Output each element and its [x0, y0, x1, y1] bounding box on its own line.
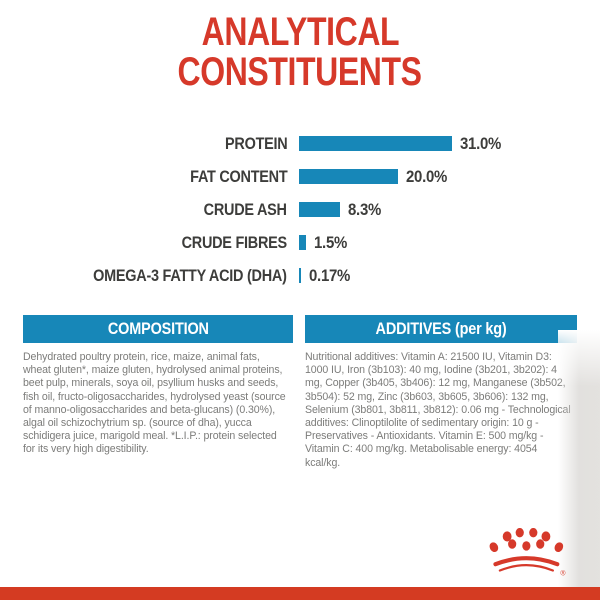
bar-value-label: 31.0% — [460, 133, 502, 153]
page-title-line1: ANALYTICAL — [201, 10, 399, 54]
crown-dot — [508, 539, 517, 549]
bar-category-label: FAT CONTENT — [189, 166, 288, 186]
bar-fill — [299, 169, 398, 184]
additives-header-label: ADDITIVES (per kg) — [375, 319, 507, 338]
bar-category-label: CRUDE FIBRES — [181, 232, 288, 252]
bar-category-label: CRUDE ASH — [203, 199, 287, 219]
bar-value-label: 1.5% — [314, 232, 348, 252]
chart-row: CRUDE ASH 8.3% — [57, 193, 557, 226]
bar-fill — [299, 202, 340, 217]
royal-canin-crown-logo: ® — [489, 528, 566, 578]
crown-dot — [541, 531, 551, 542]
page-title: ANALYTICAL CONSTITUENTS — [0, 12, 600, 92]
chart-row: CRUDE FIBRES 1.5% — [57, 226, 557, 259]
crown-dot — [536, 539, 545, 549]
composition-section-header: COMPOSITION — [23, 315, 293, 343]
bar-category-label: OMEGA-3 FATTY ACID (DHA) — [93, 265, 287, 285]
crown-dot — [554, 542, 564, 553]
composition-header-label: COMPOSITION — [107, 319, 209, 338]
bottom-red-band — [0, 587, 600, 600]
crown-dot — [515, 528, 524, 538]
bar-fill — [299, 136, 452, 151]
additives-body-text: Nutritional additives: Vitamin A: 21500 … — [305, 351, 571, 469]
registered-trademark-symbol: ® — [560, 570, 565, 578]
crown-dot — [502, 531, 512, 542]
bar-fill — [299, 235, 306, 250]
crown-dot — [529, 528, 538, 538]
crown-dot — [489, 542, 499, 553]
bar-fill — [299, 268, 301, 283]
bar-value-label: 0.17% — [309, 265, 351, 285]
crown-swoosh-upper — [493, 556, 560, 567]
bar-category-label: PROTEIN — [224, 133, 288, 153]
chart-row: PROTEIN 31.0% — [57, 127, 557, 160]
bar-value-label: 20.0% — [406, 166, 448, 186]
crown-dot — [522, 541, 531, 551]
crown-swoosh-lower — [498, 564, 554, 572]
composition-body-text: Dehydrated poultry protein, rice, maize,… — [23, 351, 286, 456]
page-title-line2: CONSTITUENTS — [177, 50, 423, 94]
chart-row: OMEGA-3 FATTY ACID (DHA) 0.17% — [57, 259, 557, 292]
bar-chart: PROTEIN 31.0% FAT CONTENT 20.0% CRUDE ASH 8.3… — [57, 127, 557, 292]
bar-value-label: 8.3% — [348, 199, 382, 219]
additives-section-header: ADDITIVES (per kg) — [305, 315, 577, 343]
chart-row: FAT CONTENT 20.0% — [57, 160, 557, 193]
